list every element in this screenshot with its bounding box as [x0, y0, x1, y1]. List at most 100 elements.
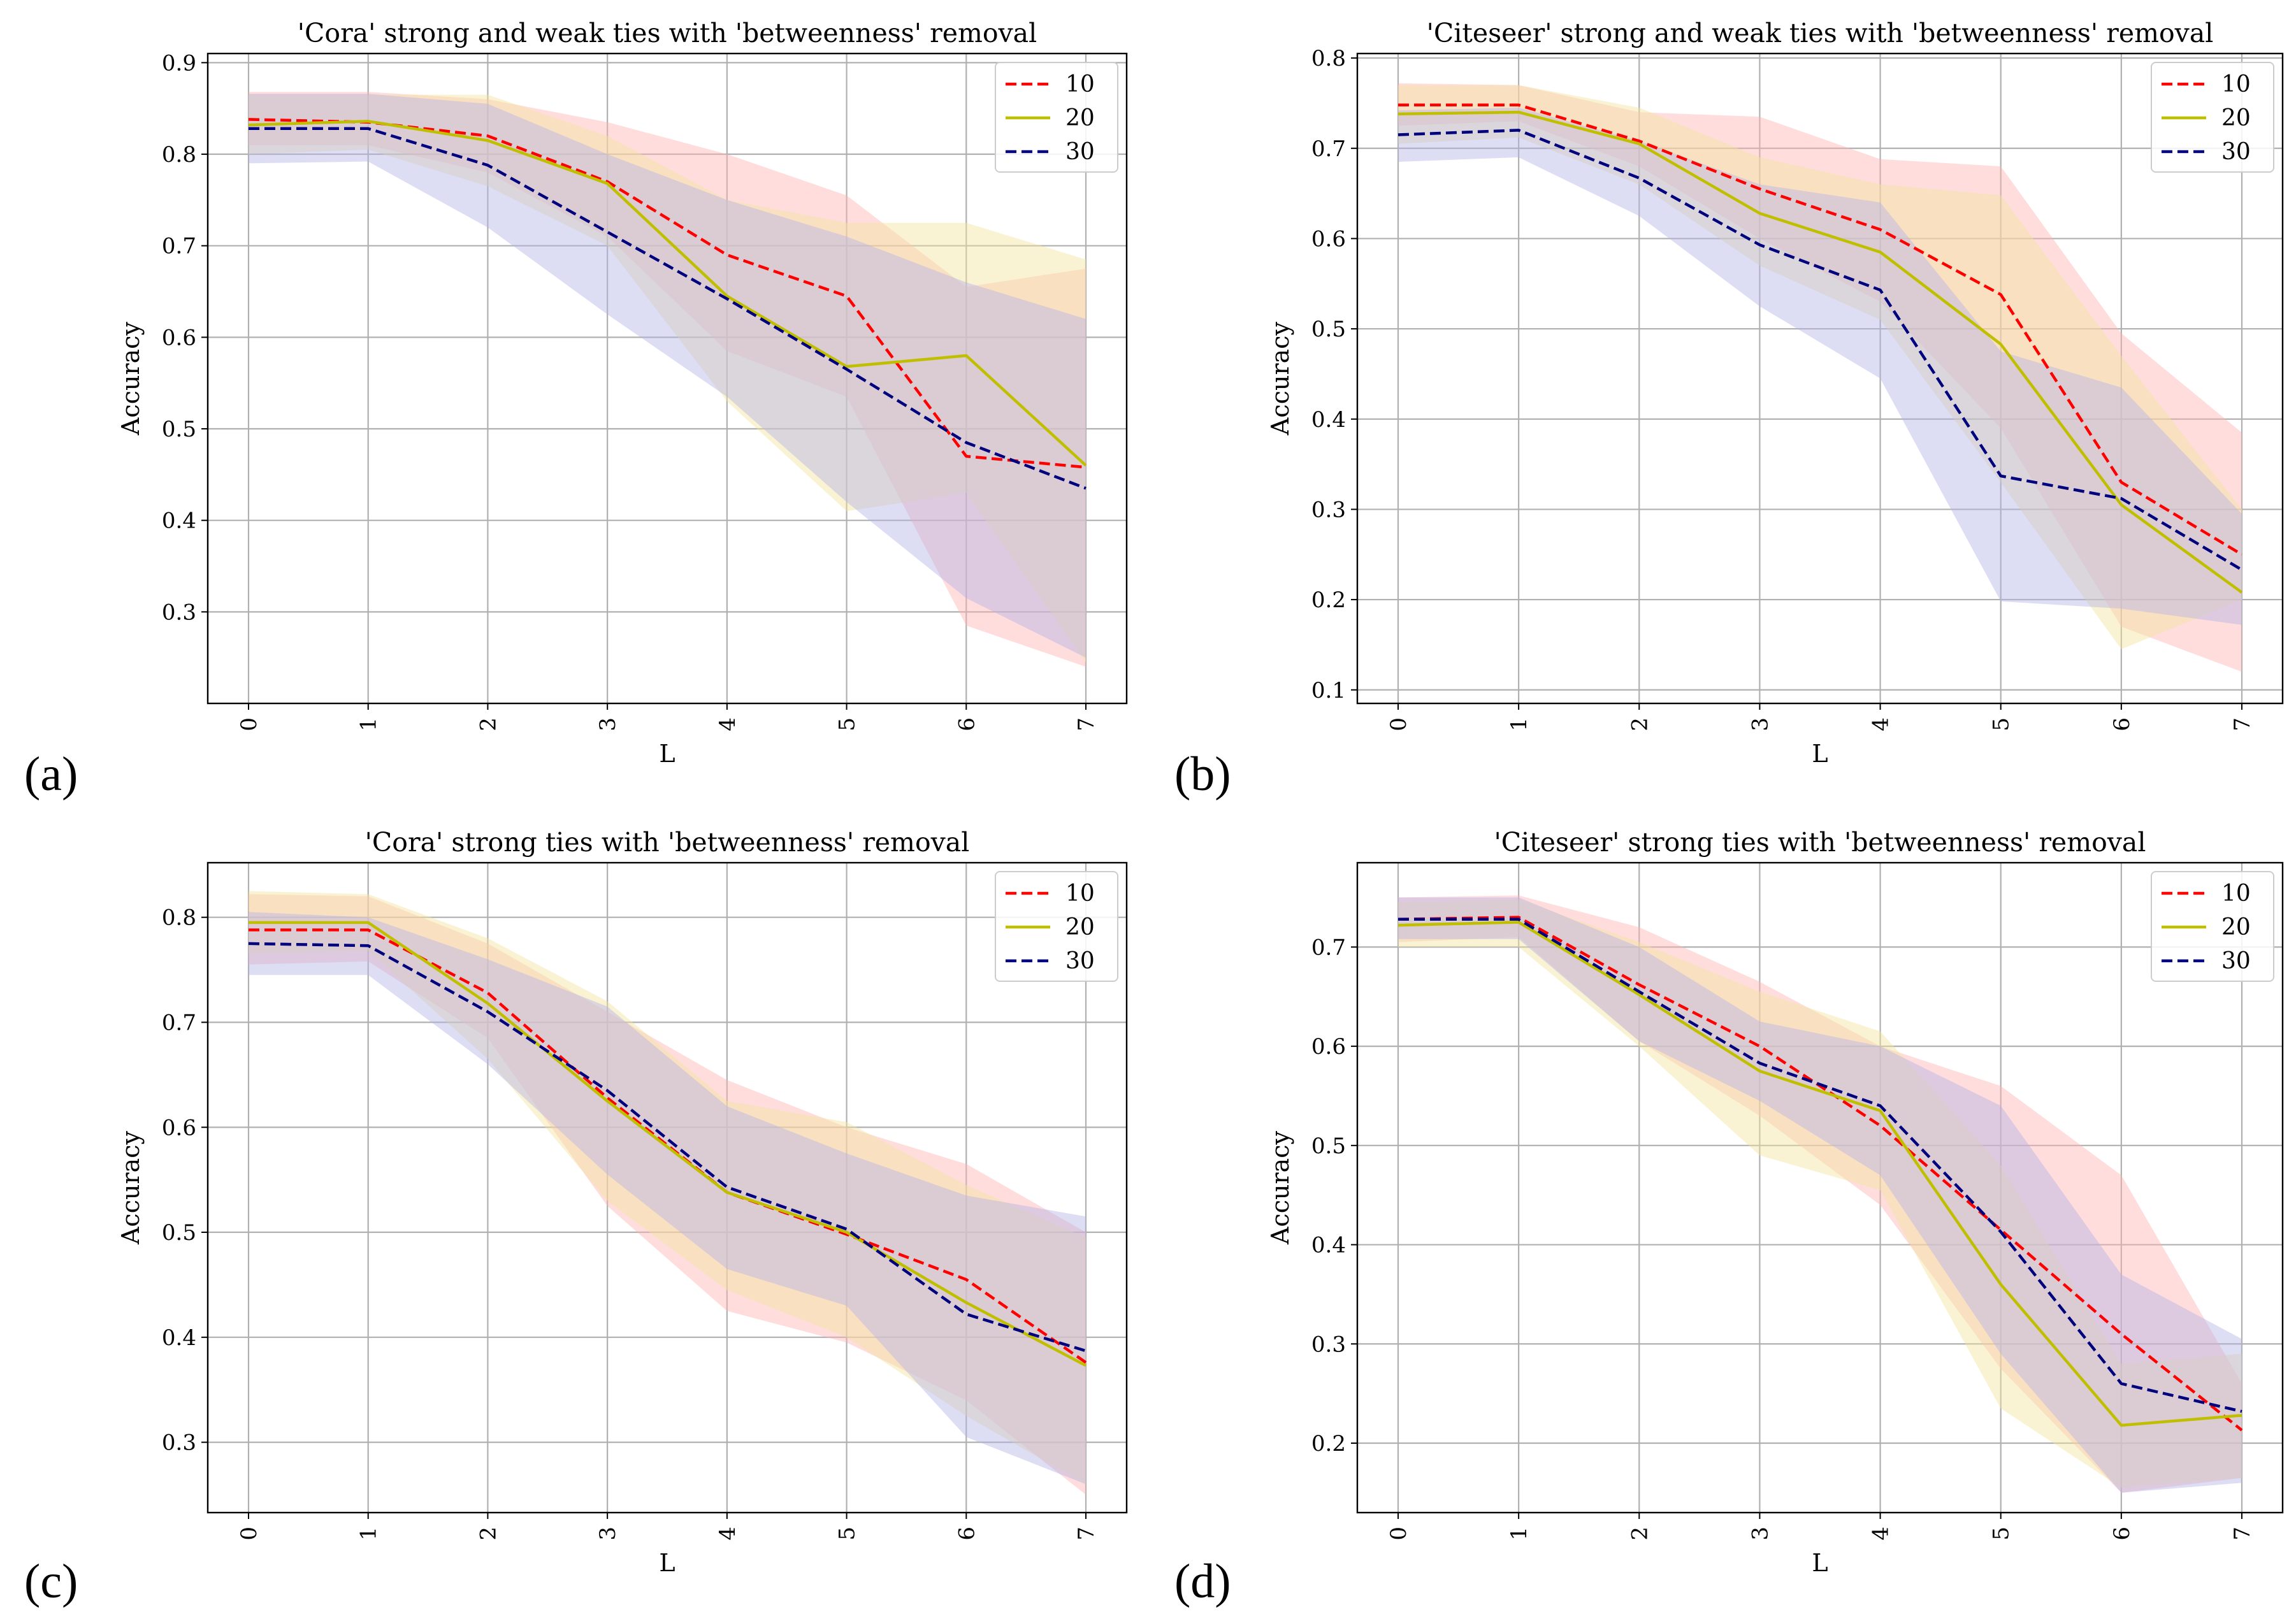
legend-label-10: 10	[2221, 71, 2251, 97]
legend-label-30: 30	[2221, 948, 2251, 974]
confidence-band-series-20	[249, 94, 1086, 663]
x-tick-label: 3	[595, 1527, 621, 1541]
chart-panel-b: (b) 0.1 0.2 0.3 0.4 0.5 0.6 0.7 0.8 0 1 2 3 4 5 6 7 'Cit…	[1174, 18, 2284, 801]
y-axis-label: Accuracy	[1266, 1130, 1294, 1245]
panel-label-c: (c)	[24, 1555, 78, 1608]
line-series-20	[1397, 921, 2242, 1427]
y-tick-label: 0.5	[162, 417, 196, 442]
y-tick-label: 0.6	[162, 1115, 196, 1140]
chart-title: 'Cora' strong ties with 'betweenness' re…	[365, 827, 970, 858]
x-tick-label: 4	[715, 717, 740, 731]
x-tick-label: 0	[1386, 1527, 1412, 1541]
line-series-30	[249, 127, 1087, 490]
y-tick-label: 0.6	[1311, 226, 1346, 252]
plot-frame	[206, 52, 1128, 705]
y-tick-label: 0.3	[1311, 1332, 1346, 1357]
line-series-20	[1397, 110, 2243, 594]
x-tick-label: 3	[1747, 1527, 1773, 1541]
y-tick-label: 0.6	[1311, 1034, 1346, 1060]
y-tick-label: 0.9	[162, 50, 196, 76]
x-tick-label: 0	[236, 1527, 262, 1541]
y-tick-label: 0.4	[1311, 1233, 1346, 1258]
x-tick-label: 6	[954, 1527, 979, 1541]
x-tick-label: 0	[236, 717, 262, 731]
legend-label-10: 10	[1065, 881, 1095, 907]
x-axis-label: L	[1812, 1549, 1828, 1577]
x-tick-label: 4	[1868, 717, 1894, 731]
y-tick-label: 0.7	[1311, 136, 1346, 162]
x-tick-label: 5	[1989, 1527, 2014, 1541]
line-series-20	[248, 120, 1087, 467]
y-tick-label: 0.3	[162, 600, 196, 625]
x-tick-label: 6	[2109, 717, 2135, 731]
y-tick-label: 0.4	[162, 1325, 196, 1351]
panel-label-d: (d)	[1174, 1555, 1231, 1608]
confidence-band-series-10	[249, 92, 1086, 667]
x-tick-label: 0	[1386, 717, 1412, 731]
confidence-band-series-20	[1398, 899, 2242, 1488]
plot-frame	[1356, 861, 2284, 1514]
legend-label-20: 20	[2221, 914, 2251, 940]
x-tick-label: 7	[1074, 1527, 1099, 1541]
legend-box	[995, 871, 1118, 982]
legend-label-30: 30	[1065, 948, 1095, 974]
x-axis-label: L	[659, 1549, 675, 1577]
x-tick-label: 2	[1627, 1527, 1652, 1541]
y-tick-label: 0.4	[162, 508, 196, 534]
y-axis-label: Accuracy	[117, 321, 145, 436]
chart-panel-d: (d) 0.2 0.3 0.4 0.5 0.6 0.7 0 1 2 3 4 5 6 7 'Citeseer'…	[1174, 827, 2284, 1608]
x-tick-label: 6	[2109, 1527, 2135, 1541]
x-tick-label: 1	[1506, 1527, 1532, 1541]
x-tick-label: 2	[1627, 717, 1652, 731]
line-series-10	[1398, 103, 2243, 556]
y-tick-label: 0.5	[162, 1220, 196, 1246]
confidence-band-series-30	[1398, 108, 2242, 625]
line-series-10	[249, 928, 1087, 1364]
legend-label-10: 10	[1065, 71, 1095, 97]
plot-frame	[1356, 52, 2284, 705]
legend-box	[995, 62, 1118, 173]
x-tick-label: 2	[475, 1527, 501, 1541]
y-tick-label: 0.3	[1311, 497, 1346, 522]
line-series-20	[249, 921, 1087, 1367]
chart-panel-c: (c) 0.3 0.4 0.5 0.6 0.7 0.8 0 1 2 3 4 5 6 7 'Cora' str…	[24, 827, 1128, 1608]
y-tick-label: 0.8	[162, 142, 196, 168]
legend-label-30: 30	[2221, 139, 2251, 165]
chart-title: 'Citeseer' strong ties with 'betweenness…	[1494, 827, 2146, 858]
x-tick-label: 7	[1074, 717, 1099, 731]
x-tick-label: 4	[1868, 1527, 1894, 1541]
x-axis-label: L	[1812, 740, 1828, 768]
y-tick-label: 0.7	[162, 1010, 196, 1035]
x-tick-label: 5	[835, 717, 860, 731]
x-tick-label: 3	[1747, 717, 1773, 731]
confidence-band-series-20	[249, 891, 1086, 1485]
y-tick-label: 0.2	[1311, 587, 1346, 613]
y-axis-label: Accuracy	[1266, 321, 1294, 436]
x-tick-label: 5	[1989, 717, 2014, 731]
x-tick-label: 6	[954, 717, 979, 731]
x-tick-label: 2	[475, 717, 501, 731]
legend-label-20: 20	[1065, 914, 1095, 940]
y-tick-label: 0.2	[1311, 1431, 1346, 1457]
y-axis-label: Accuracy	[117, 1130, 145, 1245]
chart-title: 'Cora' strong and weak ties with 'betwee…	[298, 18, 1037, 48]
confidence-band-series-20	[1398, 85, 2242, 650]
y-tick-label: 0.3	[162, 1430, 196, 1456]
legend-box	[2151, 62, 2274, 173]
confidence-band-series-30	[249, 912, 1086, 1485]
confidence-band-series-10	[249, 894, 1086, 1495]
x-tick-label: 7	[2230, 717, 2255, 731]
x-tick-label: 1	[356, 1527, 382, 1541]
y-tick-label: 0.8	[1311, 46, 1346, 71]
line-series-30	[1397, 129, 2243, 572]
legend-label-30: 30	[1065, 139, 1095, 165]
x-tick-label: 1	[1506, 717, 1532, 731]
y-tick-label: 0.7	[162, 234, 196, 259]
x-tick-label: 3	[595, 717, 621, 731]
chart-panel-a: (a) 0.3 0.4 0.5 0.6 0.7 0.8 0.9 0 1 2 3 4 5 6 7 'Cora' …	[24, 18, 1128, 801]
x-axis-label: L	[659, 740, 675, 768]
confidence-band-series-10	[1398, 895, 2242, 1493]
panel-label-a: (a)	[24, 747, 78, 801]
plot-frame	[206, 861, 1128, 1514]
x-tick-label: 5	[835, 1527, 860, 1541]
